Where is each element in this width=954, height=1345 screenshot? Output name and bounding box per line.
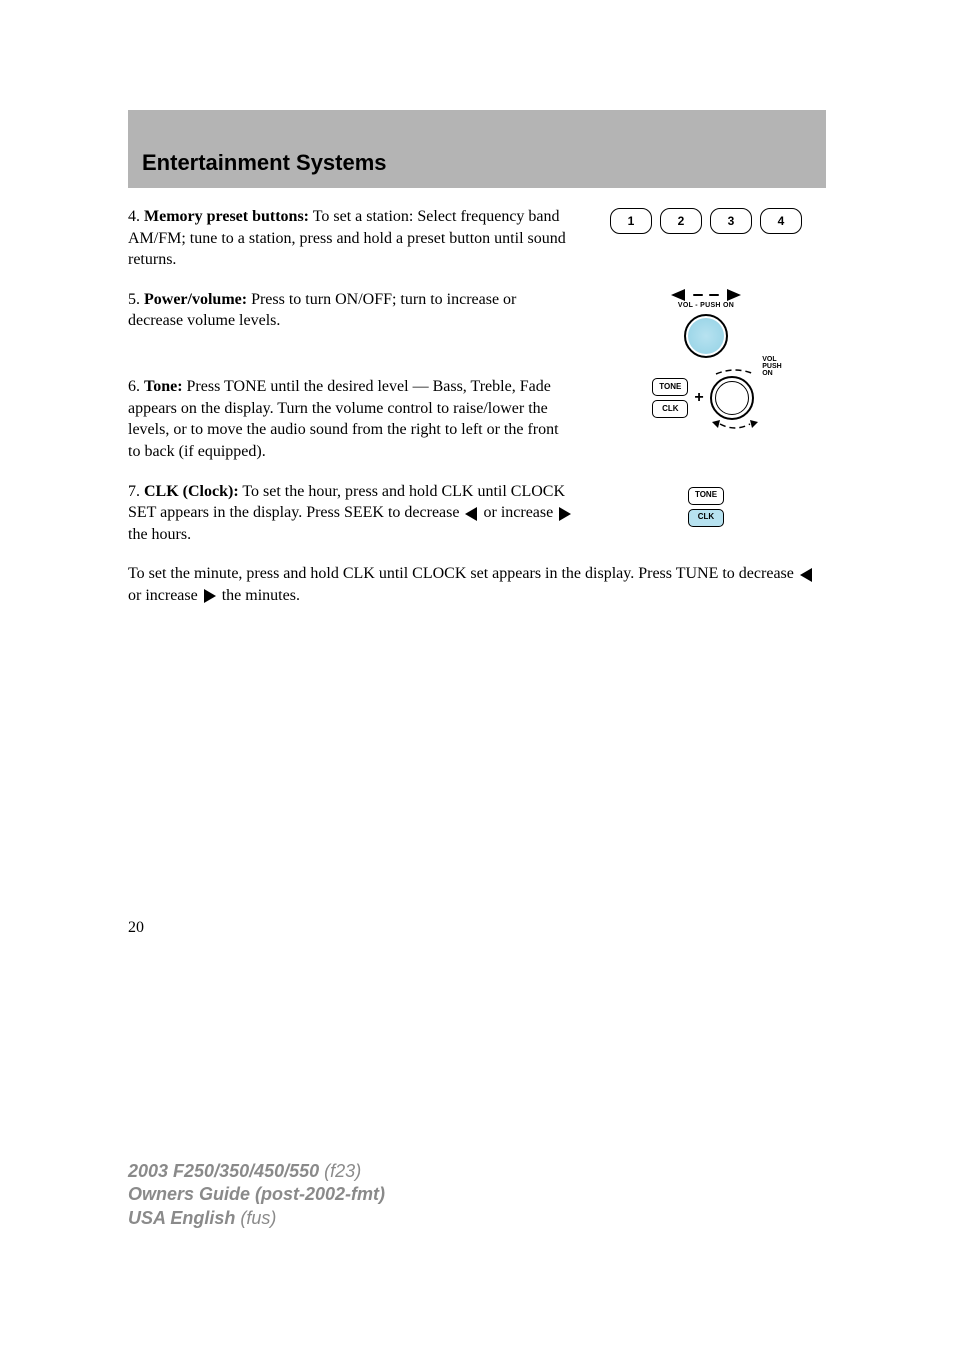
item-text: or increase <box>479 504 557 521</box>
para-tone: 6. Tone: Press TONE until the desired le… <box>128 376 574 462</box>
item-label: CLK (Clock): <box>144 483 239 500</box>
item-number: 4. <box>128 208 140 225</box>
knob-label: VOL - PUSH ON <box>671 301 741 310</box>
item-text: the minutes. <box>218 587 300 604</box>
figure-preset-buttons: 1 2 3 4 <box>586 206 826 234</box>
footer-code: (f23) <box>319 1161 361 1181</box>
arrow-left-icon <box>671 289 689 301</box>
arrow-curve-icon <box>710 366 760 376</box>
item-label: Memory preset buttons: <box>144 208 309 225</box>
footer: 2003 F250/350/450/550 (f23) Owners Guide… <box>128 1160 385 1230</box>
preset-button: 1 <box>610 208 652 234</box>
arrow-curve-icon <box>710 420 760 432</box>
item-label: Tone: <box>144 378 183 395</box>
item-memory-preset: 4. Memory preset buttons: To set a stati… <box>128 206 826 281</box>
footer-lang: USA English <box>128 1208 235 1228</box>
figure-clk-buttons: TONE CLK <box>586 481 826 527</box>
item-number: 5. <box>128 291 140 308</box>
para-clk: 7. CLK (Clock): To set the hour, press a… <box>128 481 574 546</box>
para-power: 5. Power/volume: Press to turn ON/OFF; t… <box>128 289 574 332</box>
footer-model: 2003 F250/350/450/550 <box>128 1161 319 1181</box>
section-title: Entertainment Systems <box>142 148 387 178</box>
preset-button: 3 <box>710 208 752 234</box>
item-text: To set the minute, press and hold CLK un… <box>128 565 798 582</box>
triangle-left-icon <box>800 568 812 582</box>
figure-tone-control: TONE CLK + VOL PUSH ON <box>586 376 826 420</box>
item-power-volume: 5. Power/volume: Press to turn ON/OFF; t… <box>128 289 826 362</box>
tone-knob-icon <box>710 376 754 420</box>
item-number: 6. <box>128 378 140 395</box>
item-tone: 6. Tone: Press TONE until the desired le… <box>128 376 826 472</box>
triangle-right-icon <box>559 507 571 521</box>
vol-side-label: VOL PUSH ON <box>762 356 781 377</box>
item-text: the hours. <box>128 526 191 543</box>
section-header: Entertainment Systems <box>128 110 826 188</box>
clk-button-icon: CLK <box>652 400 688 418</box>
tone-button-icon: TONE <box>652 378 688 396</box>
clk-button-icon: CLK <box>688 509 724 527</box>
item-number: 7. <box>128 483 140 500</box>
triangle-left-icon <box>465 507 477 521</box>
plus-icon: + <box>694 387 703 409</box>
arrow-right-icon <box>723 289 741 301</box>
volume-knob-icon <box>684 314 728 358</box>
tone-button-icon: TONE <box>688 487 724 505</box>
content-area: 4. Memory preset buttons: To set a stati… <box>128 206 826 607</box>
footer-guide: Owners Guide (post-2002-fmt) <box>128 1183 385 1206</box>
footer-code: (fus) <box>235 1208 276 1228</box>
triangle-right-icon <box>204 589 216 603</box>
item-text: or increase <box>128 587 202 604</box>
preset-button: 4 <box>760 208 802 234</box>
item-text: Press TONE until the desired level — Bas… <box>128 378 559 460</box>
item-label: Power/volume: <box>144 291 247 308</box>
item-clk: 7. CLK (Clock): To set the hour, press a… <box>128 481 826 556</box>
preset-button: 2 <box>660 208 702 234</box>
para-minute: To set the minute, press and hold CLK un… <box>128 563 826 606</box>
para-memory: 4. Memory preset buttons: To set a stati… <box>128 206 574 271</box>
figure-volume-knob: VOL - PUSH ON <box>586 289 826 362</box>
page-number: 20 <box>128 917 954 939</box>
